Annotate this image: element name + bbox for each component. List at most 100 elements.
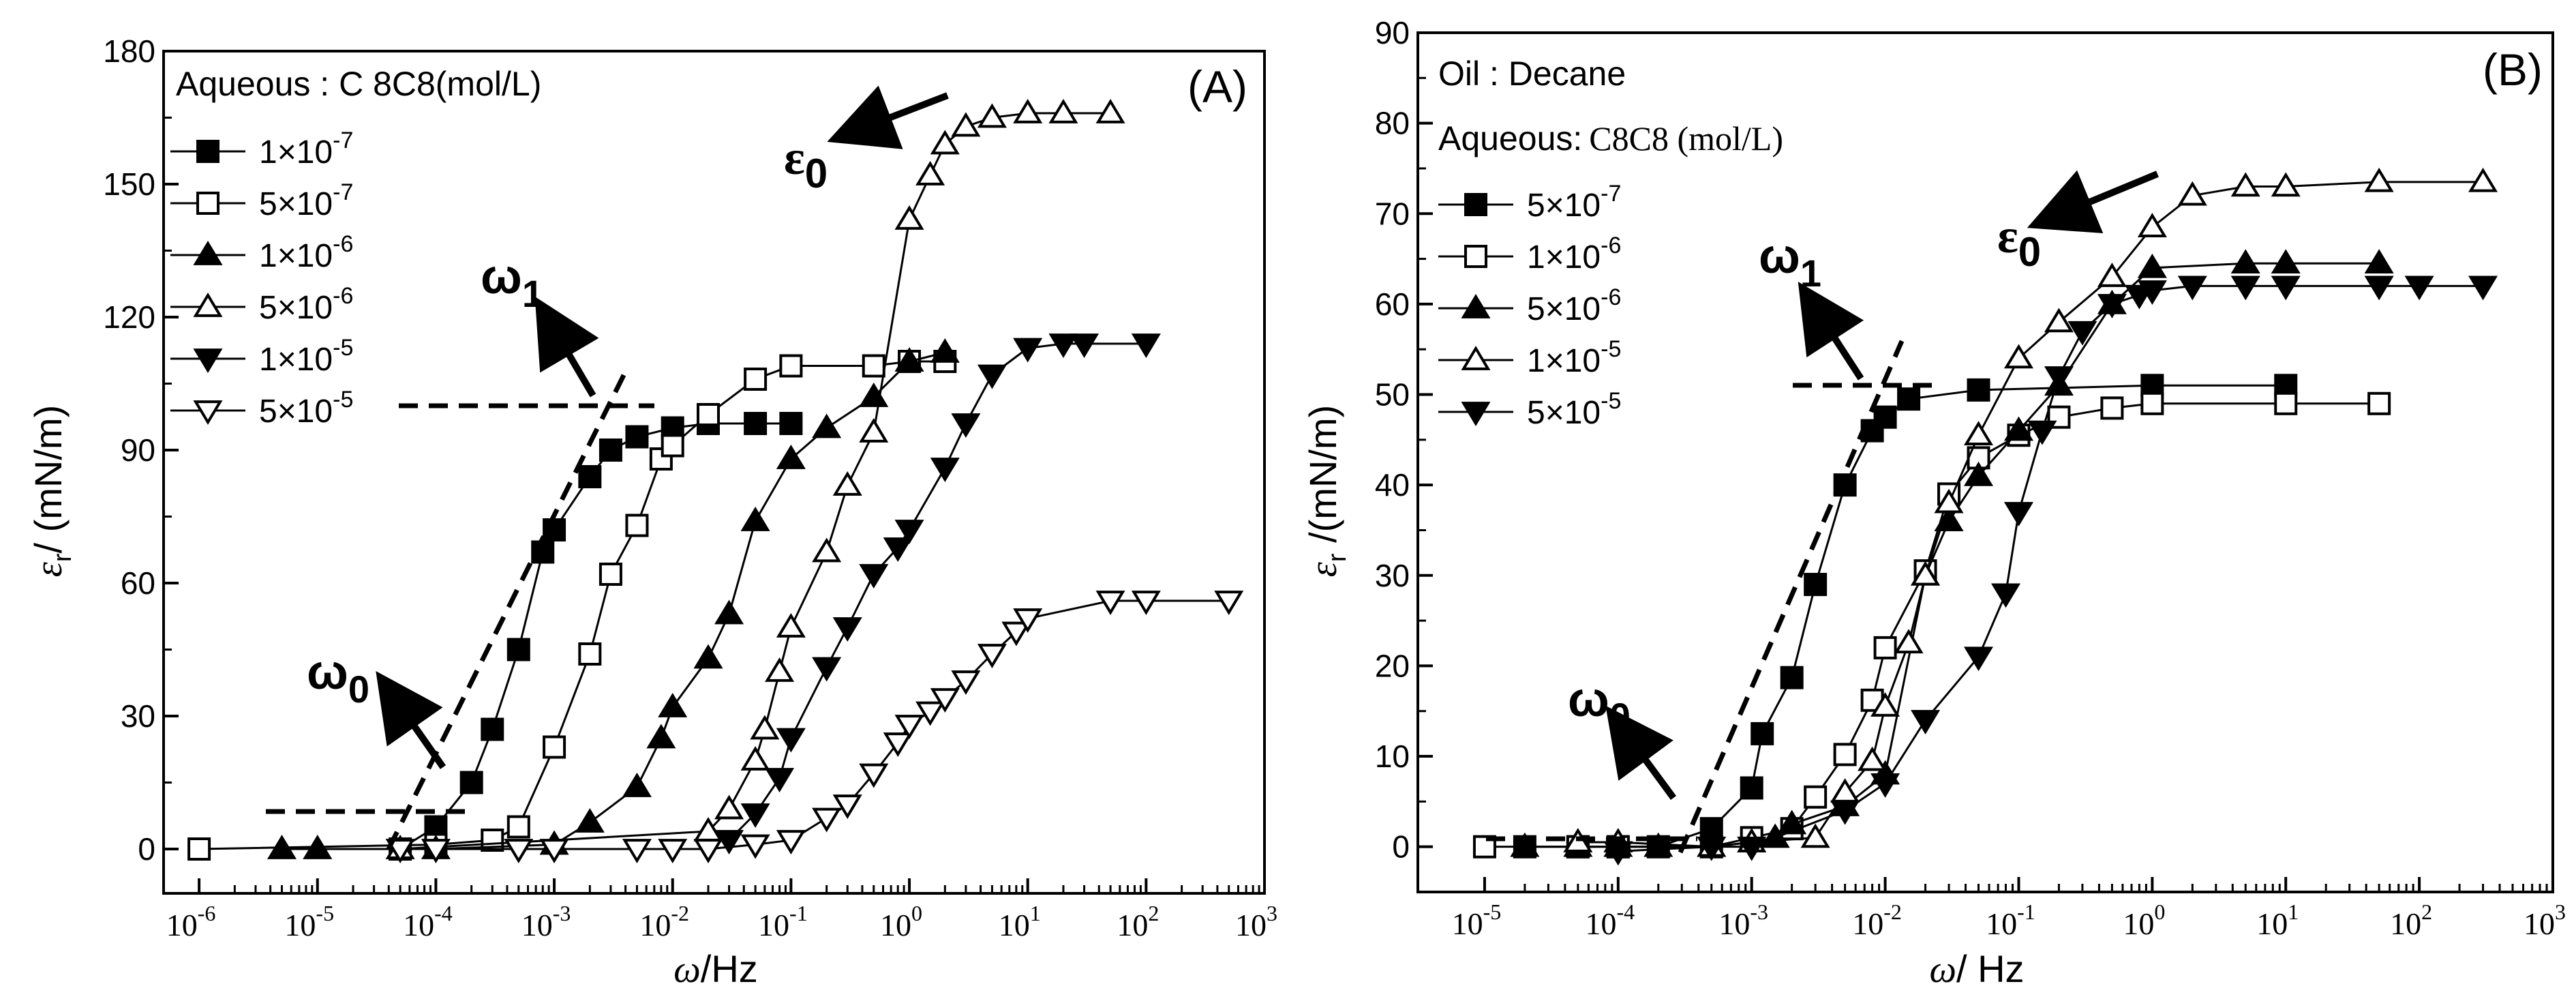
data-point — [2044, 308, 2074, 333]
x-tick-label: 10-3 — [1718, 899, 1768, 941]
data-point — [859, 564, 889, 589]
panel-b-legend-title-1: Oil : Decane — [1438, 55, 1626, 93]
data-point — [2230, 249, 2260, 274]
b-omega1-label: ω1 — [1759, 229, 1821, 295]
data-point — [1697, 836, 1727, 861]
data-point — [714, 794, 744, 820]
x-tick-label: 10-2 — [1852, 899, 1902, 941]
data-point — [1095, 591, 1125, 615]
svg-text:εr /(mN/m): εr /(mN/m) — [1301, 405, 1352, 577]
data-point — [812, 413, 842, 438]
x-tick-label: 101 — [2256, 899, 2299, 941]
data-point — [894, 520, 924, 544]
data-point — [459, 771, 483, 794]
series-line — [1484, 402, 2380, 848]
data-point — [1830, 800, 1860, 825]
data-point — [1870, 773, 1900, 798]
slope-dashed — [386, 367, 630, 850]
panel-a-legend-title: Aqueous : C 8C8(mol/L) — [176, 65, 541, 103]
panel-b-y-label: εr /(mN/m) — [1301, 405, 1352, 577]
data-point — [2003, 416, 2034, 441]
data-point — [1897, 387, 1921, 411]
data-point — [1070, 333, 1100, 358]
data-point — [2177, 276, 2207, 301]
data-point — [951, 670, 981, 695]
legend-label: 5×10-7 — [1527, 181, 1621, 224]
legend-marker — [196, 140, 219, 163]
panel-a-x-label: ω/Hz — [673, 947, 758, 991]
legend-marker — [1461, 294, 1491, 318]
data-point — [1858, 746, 1888, 771]
legend-marker — [1464, 193, 1487, 216]
panel-a-series — [187, 99, 1244, 863]
panel-a-annotations: ω0 ω1 ε0 — [266, 85, 949, 850]
data-point — [930, 688, 960, 713]
series-line — [282, 351, 945, 850]
data-point — [1048, 99, 1078, 123]
data-point — [1013, 99, 1043, 123]
data-point — [2047, 405, 2071, 429]
data-point — [951, 413, 981, 438]
data-point — [894, 347, 924, 372]
legend-marker — [196, 192, 219, 215]
data-point — [1603, 841, 1633, 866]
legend-entry: 1×10-5 — [170, 335, 353, 378]
panel-a-label: (A) — [1187, 61, 1247, 112]
b-omega1-arrow — [1798, 282, 1864, 381]
legend-marker — [1461, 402, 1491, 426]
data-point — [1963, 461, 1994, 486]
x-tick-label: 10-6 — [166, 901, 216, 942]
data-point — [1873, 636, 1897, 659]
x-tick-label: 10-5 — [1452, 899, 1502, 941]
legend-marker — [193, 348, 223, 373]
data-point — [658, 693, 688, 717]
legend-marker — [193, 293, 223, 317]
data-point — [693, 644, 723, 669]
panel-b-series — [1472, 167, 2498, 866]
series-line — [1524, 262, 2380, 848]
legend-entry: 5×10-7 — [1438, 181, 1621, 224]
x-tick-label: 100 — [880, 901, 922, 942]
legend-entry: 5×10-5 — [170, 387, 353, 430]
data-point — [578, 465, 602, 488]
data-point — [421, 839, 451, 863]
data-point — [506, 815, 530, 839]
data-point — [765, 657, 795, 682]
data-point — [2364, 276, 2394, 301]
b-epsilon0-arrow — [2027, 170, 2159, 234]
legend-entry: 1×10-5 — [1438, 336, 1621, 379]
data-point — [1870, 692, 1900, 717]
legend-entry: 1×10-6 — [170, 231, 353, 274]
data-point — [504, 839, 534, 863]
legend-label: 5×10-5 — [259, 387, 353, 430]
series-1 — [187, 350, 957, 861]
data-point — [622, 773, 652, 797]
omega1-label: ω1 — [481, 250, 543, 315]
series-line — [1577, 181, 2483, 848]
data-point — [2274, 391, 2298, 415]
x-tick-label: 10-1 — [1986, 899, 2035, 941]
panel-b-legend: 5×10-7 1×10-6 5×10-6 1×10-5 5×10-5 — [1438, 181, 1621, 431]
legend-label: 5×10-7 — [259, 179, 353, 222]
y-tick-label: 10 — [1375, 739, 1410, 774]
panel-b-x-ticks: 10-5 10-4 10-3 10-2 10-1 100 101 102 103 — [1452, 877, 2566, 941]
legend-label: 1×10-6 — [259, 231, 353, 274]
legend-marker — [193, 241, 223, 265]
legend-entry: 5×10-7 — [170, 179, 353, 222]
b-omega0-label: ω0 — [1568, 672, 1631, 738]
data-point — [744, 412, 768, 435]
data-point — [740, 803, 770, 828]
panel-a-y-ticks: 0 30 60 90 120 150 180 — [103, 33, 179, 867]
data-point — [622, 839, 652, 863]
data-point — [625, 425, 649, 449]
data-point — [2230, 276, 2260, 301]
data-point — [543, 735, 566, 759]
data-point — [1804, 573, 1828, 597]
y-tick-label: 60 — [1375, 286, 1410, 322]
panel-b-y-ticks: 0 10 20 30 40 50 60 70 80 90 — [1375, 15, 1433, 865]
series-1 — [1472, 391, 2391, 859]
data-point — [1911, 561, 1941, 586]
data-point — [740, 834, 770, 859]
y-tick-label: 30 — [1375, 558, 1410, 593]
data-point — [2100, 396, 2124, 420]
